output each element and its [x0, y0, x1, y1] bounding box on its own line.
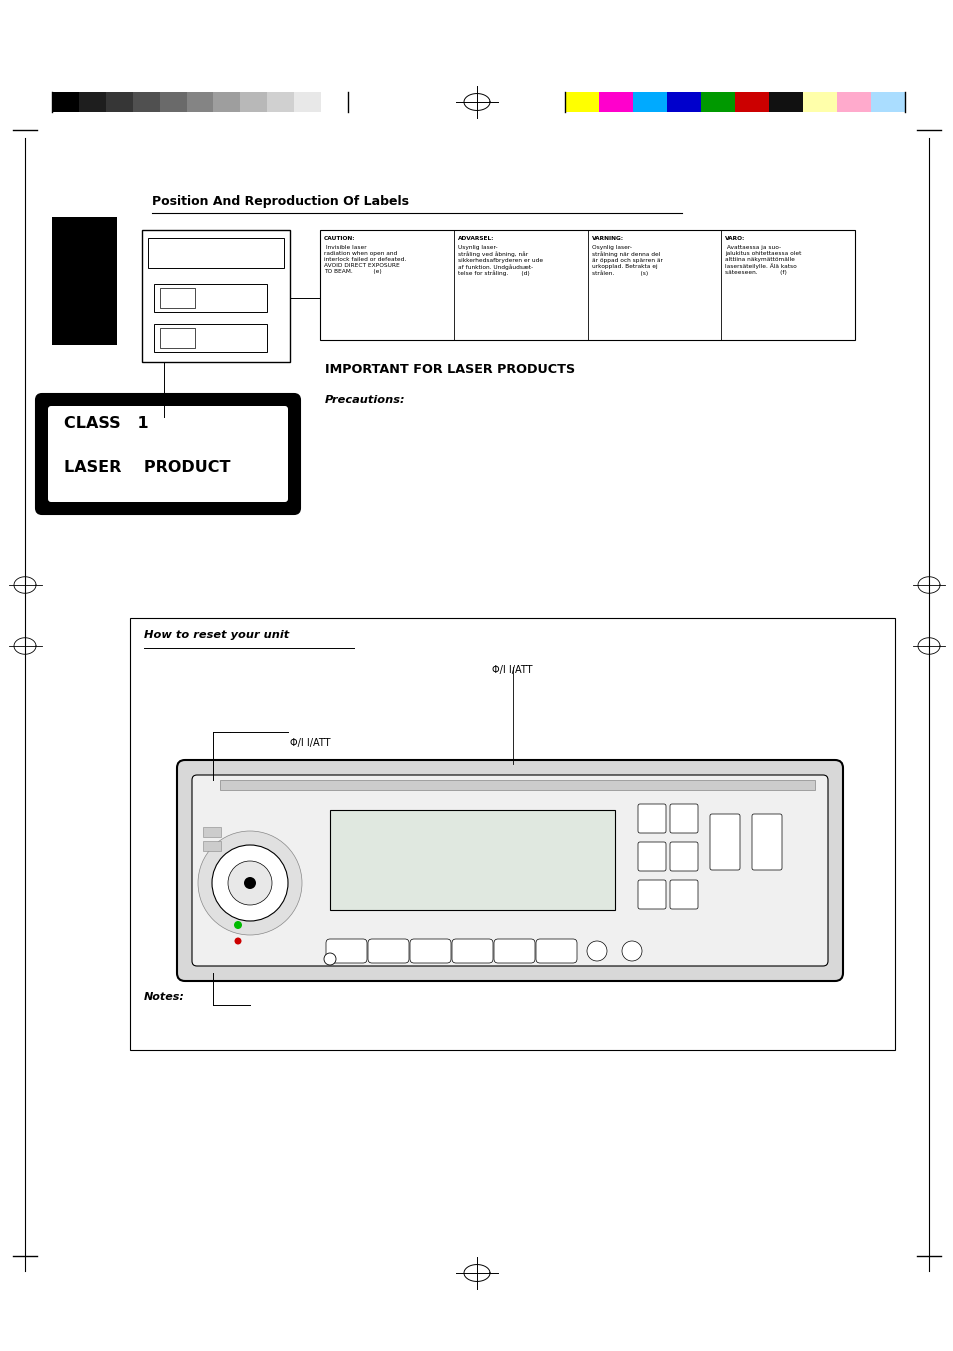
FancyBboxPatch shape — [36, 394, 299, 513]
Text: Avattaessa ja suo-
jalukitus ohitettaessa olet
alttiina näkymättömälle
lasersäte: Avattaessa ja suo- jalukitus ohitettaess… — [724, 245, 801, 276]
FancyBboxPatch shape — [751, 815, 781, 870]
Text: VARNING:: VARNING: — [591, 235, 623, 240]
Circle shape — [244, 877, 255, 889]
FancyBboxPatch shape — [326, 939, 367, 963]
Bar — [106, 92, 132, 112]
Bar — [160, 288, 194, 308]
Circle shape — [324, 952, 335, 965]
Bar — [633, 92, 666, 112]
Circle shape — [621, 942, 641, 961]
Bar — [132, 92, 159, 112]
FancyBboxPatch shape — [452, 939, 493, 963]
Bar — [79, 92, 106, 112]
Text: Notes:: Notes: — [144, 992, 185, 1002]
Text: Usynlig laser-
stråling ved åbning, når
sikkerhedsafbryderen er ude
af funktion.: Usynlig laser- stråling ved åbning, når … — [457, 245, 542, 277]
FancyBboxPatch shape — [410, 939, 451, 963]
Bar — [213, 92, 240, 112]
FancyBboxPatch shape — [669, 804, 698, 834]
Bar — [159, 92, 187, 112]
Text: Osynlig laser-
strålning när denna del
är öppad och spärren är
urkopplad. Betrak: Osynlig laser- strålning när denna del ä… — [591, 245, 661, 276]
FancyBboxPatch shape — [638, 880, 665, 909]
FancyBboxPatch shape — [638, 842, 665, 871]
Bar — [734, 92, 768, 112]
Bar — [52, 92, 79, 112]
Text: Φ/I I/ATT: Φ/I I/ATT — [290, 738, 330, 748]
Bar — [153, 284, 267, 312]
Bar — [203, 827, 221, 838]
Bar — [700, 92, 734, 112]
Text: LASER    PRODUCT: LASER PRODUCT — [64, 459, 231, 476]
Text: CLASS   1: CLASS 1 — [64, 416, 149, 431]
Bar — [598, 92, 633, 112]
Bar — [52, 218, 117, 345]
Bar — [319, 230, 854, 340]
Bar — [153, 324, 267, 353]
FancyBboxPatch shape — [368, 939, 409, 963]
Bar — [160, 328, 194, 349]
Circle shape — [586, 942, 606, 961]
Circle shape — [212, 844, 288, 921]
Circle shape — [234, 938, 241, 944]
Bar — [330, 811, 615, 911]
Bar — [321, 92, 348, 112]
Bar — [240, 92, 267, 112]
Bar — [130, 617, 894, 1050]
Circle shape — [233, 921, 242, 929]
Text: VARO:: VARO: — [724, 235, 745, 240]
Bar — [836, 92, 870, 112]
FancyBboxPatch shape — [638, 804, 665, 834]
FancyBboxPatch shape — [669, 880, 698, 909]
FancyBboxPatch shape — [709, 815, 740, 870]
Bar — [148, 238, 284, 267]
Bar — [666, 92, 700, 112]
FancyBboxPatch shape — [48, 407, 288, 503]
Text: Φ/I I/ATT: Φ/I I/ATT — [492, 665, 532, 676]
FancyBboxPatch shape — [494, 939, 535, 963]
Circle shape — [198, 831, 302, 935]
Bar — [267, 92, 294, 112]
FancyBboxPatch shape — [669, 842, 698, 871]
Text: How to reset your unit: How to reset your unit — [144, 630, 289, 640]
FancyBboxPatch shape — [192, 775, 827, 966]
Bar — [220, 780, 814, 790]
FancyBboxPatch shape — [536, 939, 577, 963]
Bar — [768, 92, 802, 112]
Bar — [564, 92, 598, 112]
Bar — [187, 92, 213, 112]
Text: Position And Reproduction Of Labels: Position And Reproduction Of Labels — [152, 195, 409, 208]
Text: ADVARSEL:: ADVARSEL: — [457, 235, 494, 240]
Text: Invisible laser
radiation when open and
interlock failed or defeated.
AVOID DIRE: Invisible laser radiation when open and … — [324, 245, 406, 274]
FancyBboxPatch shape — [177, 761, 842, 981]
Bar — [294, 92, 321, 112]
Bar — [203, 842, 221, 851]
Text: Precautions:: Precautions: — [325, 394, 405, 405]
Circle shape — [228, 861, 272, 905]
Bar — [142, 230, 290, 362]
Text: CAUTION:: CAUTION: — [324, 235, 355, 240]
Bar — [802, 92, 836, 112]
Text: IMPORTANT FOR LASER PRODUCTS: IMPORTANT FOR LASER PRODUCTS — [325, 363, 575, 376]
Bar — [870, 92, 904, 112]
